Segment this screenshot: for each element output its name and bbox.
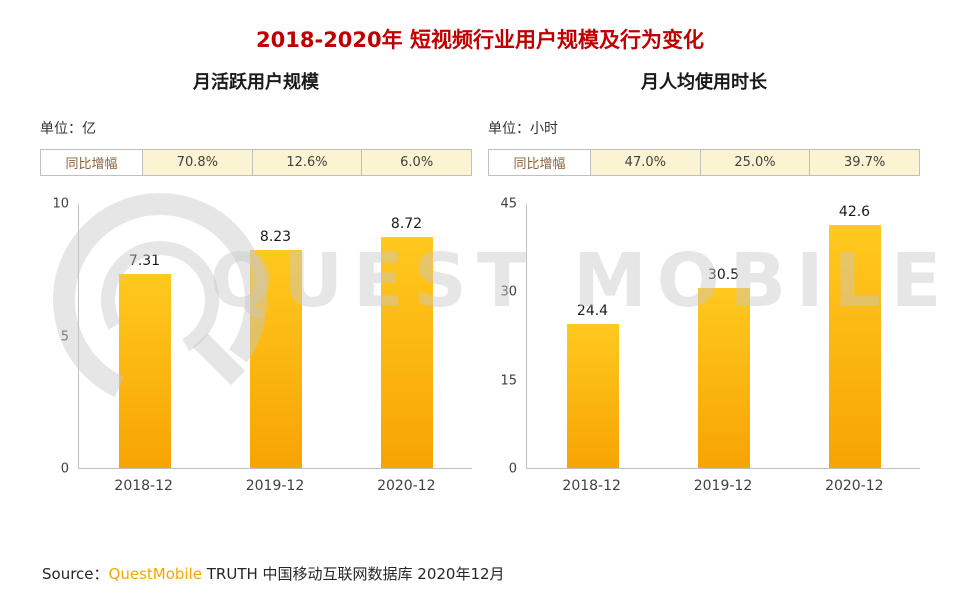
y-axis: 0 5 10	[40, 197, 78, 477]
bar-column: 8.23	[210, 204, 341, 468]
bar-value-label: 42.6	[838, 204, 871, 220]
x-axis-label: 2020-12	[377, 478, 436, 494]
growth-value: 25.0%	[699, 150, 810, 175]
bar-column: 8.72	[341, 204, 472, 468]
bar	[566, 324, 619, 468]
y-axis-tick-label: 5	[60, 329, 69, 344]
source-rest: TRUTH 中国移动互联网数据库 2020年12月	[201, 565, 505, 583]
unit-label: 单位：小时	[488, 121, 558, 137]
growth-strip: 同比增幅 47.0% 25.0% 39.7%	[488, 149, 920, 176]
plot: 0 5 10 7.31 8.23 8.72	[40, 197, 472, 477]
bar-column: 7.31	[79, 204, 210, 468]
growth-value: 39.7%	[809, 150, 920, 175]
source-prefix: Source：	[42, 565, 109, 583]
bars-area: 7.31 8.23 8.72	[78, 204, 472, 469]
charts-row: 月活跃用户规模 单位：亿 同比增幅 70.8% 12.6% 6.0% 0 5 10 …	[40, 60, 920, 494]
x-axis-label: 2020-12	[825, 478, 884, 494]
bar-value-label: 8.72	[390, 215, 423, 232]
y-axis-tick-label: 30	[500, 284, 517, 300]
bar	[118, 274, 171, 468]
bars-area: 24.4 30.5 42.6	[526, 204, 920, 469]
growth-value: 6.0%	[361, 150, 472, 175]
bar	[828, 225, 881, 468]
plot: 0 15 30 45 24.4 30.5 42.6	[488, 197, 920, 477]
growth-value: 12.6%	[251, 150, 362, 175]
bar	[249, 249, 302, 468]
chart-panel-mau: 月活跃用户规模 单位：亿 同比增幅 70.8% 12.6% 6.0% 0 5 10 …	[40, 60, 472, 494]
bar	[697, 288, 750, 468]
y-axis-tick-label: 15	[500, 373, 517, 389]
unit-label: 单位：亿	[40, 121, 96, 137]
growth-strip: 同比增幅 70.8% 12.6% 6.0%	[40, 149, 472, 176]
growth-strip-label: 同比增幅	[41, 150, 143, 175]
bar-column: 24.4	[527, 204, 658, 468]
x-axis-label: 2019-12	[693, 478, 753, 494]
bar-value-label: 30.5	[707, 267, 740, 284]
x-axis-label: 2019-12	[245, 478, 305, 494]
y-axis-tick-label: 45	[500, 196, 517, 212]
bar-value-label: 24.4	[576, 303, 609, 320]
x-axis-labels: 2018-12 2019-12 2020-12	[526, 469, 920, 494]
chart-title: 月活跃用户规模	[193, 72, 319, 93]
growth-value: 47.0%	[591, 150, 700, 175]
bar	[380, 236, 433, 468]
source-brand: QuestMobile	[108, 565, 202, 583]
bar-value-label: 8.23	[259, 228, 292, 245]
y-axis: 0 15 30 45	[488, 197, 526, 477]
source-line: Source：QuestMobile TRUTH 中国移动互联网数据库 2020…	[42, 563, 505, 584]
growth-value: 70.8%	[143, 150, 252, 175]
y-axis-tick-label: 10	[52, 196, 69, 212]
y-axis-tick-label: 0	[60, 461, 69, 477]
x-axis-labels: 2018-12 2019-12 2020-12	[78, 469, 472, 494]
chart-title: 月人均使用时长	[641, 72, 767, 93]
chart-panel-duration: 月人均使用时长 单位：小时 同比增幅 47.0% 25.0% 39.7% 0 15…	[488, 60, 920, 494]
growth-strip-label: 同比增幅	[489, 150, 591, 175]
page-title: 2018-2020年 短视频行业用户规模及行为变化	[256, 28, 704, 52]
x-axis-label: 2018-12	[114, 478, 173, 494]
y-axis-tick-label: 0	[508, 461, 517, 477]
bar-value-label: 7.31	[128, 253, 161, 270]
bar-column: 30.5	[658, 204, 789, 468]
x-axis-label: 2018-12	[562, 478, 621, 494]
bar-column: 42.6	[789, 204, 920, 468]
